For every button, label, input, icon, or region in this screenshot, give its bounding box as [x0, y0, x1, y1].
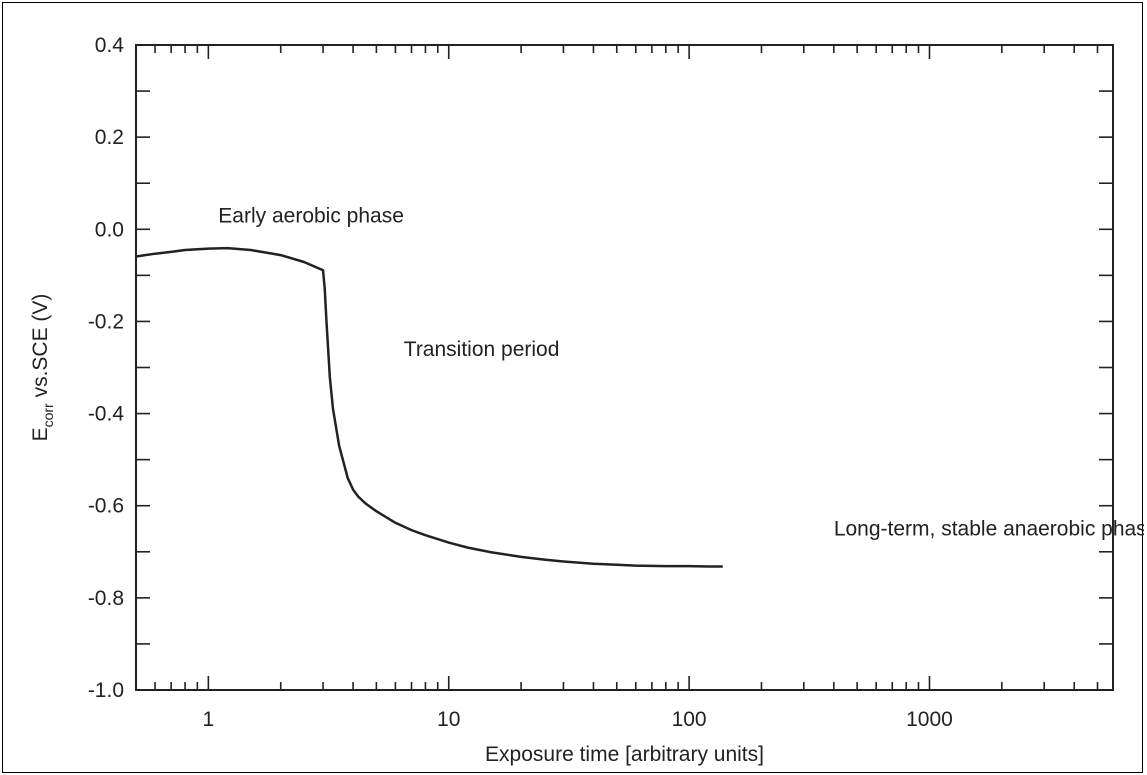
y-tick-label: -1.0 — [88, 679, 124, 702]
series-line — [135, 246, 723, 568]
y-tick-label: -0.6 — [88, 495, 124, 518]
x-tick-label: 1000 — [906, 708, 953, 731]
labels-layer: 1 10 100 1000 -1.0 -0.8 -0.6 -0.4 -0.2 0.0 0.2 0.4 E… — [88, 34, 1144, 731]
y-tick-label: 0.2 — [95, 126, 124, 149]
x-tick-label: 1 — [203, 708, 215, 731]
plot-area — [135, 44, 1114, 691]
ticks-layer — [135, 44, 1113, 691]
x-axis-title: Exposure time [arbitrary units] — [485, 743, 764, 766]
y-tick-label: -0.8 — [88, 587, 124, 610]
y-tick-label: -0.2 — [88, 310, 124, 333]
chart: 1 10 100 1000 -1.0 -0.8 -0.6 -0.4 -0.2 0.0 0.2 0.4 E… — [29, 34, 1144, 766]
x-tick-label: 10 — [437, 708, 460, 731]
annotation-label: Transition period — [404, 338, 560, 361]
y-axis-title-rest: vs.SCE (V) — [29, 294, 52, 404]
annotation-label: Early aerobic phase — [218, 204, 404, 227]
x-tick-label: 100 — [672, 708, 707, 731]
annotation-label: Long-term, stable anaerobic phase — [834, 518, 1144, 541]
y-axis-title-main: E — [29, 427, 52, 441]
y-tick-label: 0.0 — [95, 218, 124, 241]
y-tick-label: 0.4 — [95, 34, 125, 57]
y-axis-title-sub: corr — [40, 403, 56, 427]
y-axis-title: Ecorr vs.SCE (V) — [29, 294, 56, 442]
y-tick-label: -0.4 — [88, 403, 125, 426]
